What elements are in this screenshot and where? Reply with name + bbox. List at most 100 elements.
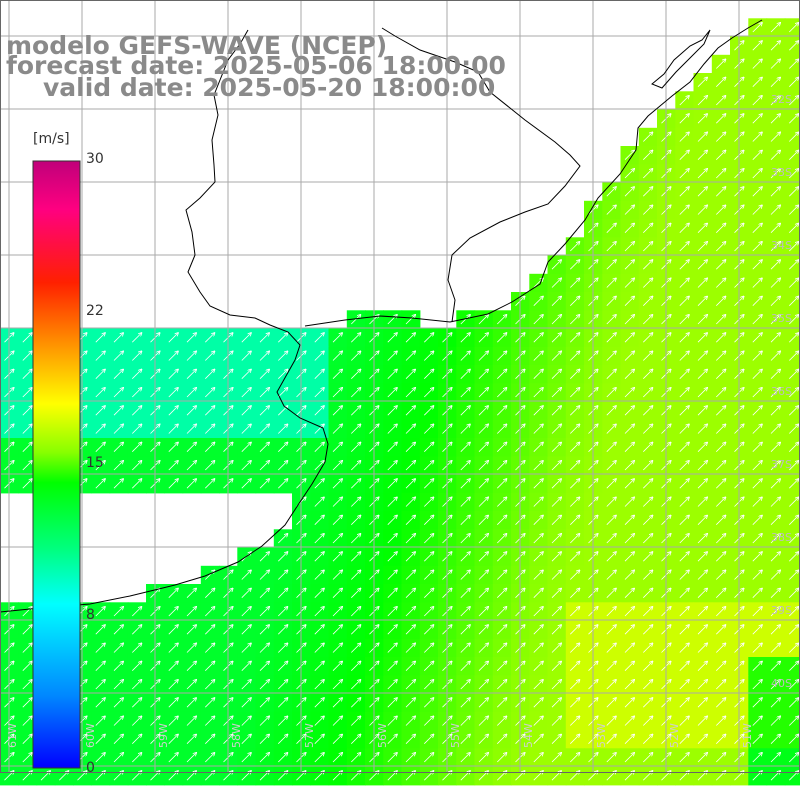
wind-speed-cell [784, 292, 800, 311]
wind-speed-cell [620, 219, 640, 238]
wind-speed-cell [164, 748, 184, 768]
wind-speed-cell [164, 638, 184, 658]
wind-speed-cell [711, 565, 731, 585]
wind-speed-cell [255, 346, 275, 366]
wind-arrow [387, 534, 397, 544]
wind-speed-cell [310, 419, 330, 439]
wind-arrow [697, 278, 707, 288]
wind-arrow [533, 351, 543, 361]
wind-speed-cell [419, 511, 439, 530]
wind-arrow [95, 443, 105, 452]
wind-arrow [460, 534, 470, 544]
wind-arrow [716, 406, 725, 416]
wind-speed-cell [200, 474, 220, 494]
wind-arrow [132, 479, 141, 489]
wind-speed-cell [784, 584, 800, 603]
wind-speed-cell [474, 419, 494, 439]
wind-speed-cell [401, 547, 421, 567]
wind-arrow [351, 443, 360, 452]
wind-arrow [186, 461, 196, 471]
wind-arrow [789, 59, 798, 69]
wind-speed-cell [766, 219, 786, 238]
wind-speed-cell [474, 565, 494, 585]
wind-speed-cell [675, 182, 695, 202]
wind-speed-cell [529, 529, 549, 549]
wind-arrow [424, 516, 433, 525]
wind-speed-cell [474, 328, 494, 348]
wind-arrow [405, 406, 415, 416]
wind-speed-cell [711, 766, 731, 786]
wind-speed-cell [748, 273, 768, 293]
wind-speed-cell [401, 328, 421, 348]
wind-arrow [752, 497, 762, 507]
wind-arrow [22, 443, 32, 452]
wind-arrow [405, 351, 415, 361]
wind-arrow [643, 443, 652, 452]
wind-speed-cell [200, 584, 220, 603]
wind-speed-cell [675, 584, 695, 603]
wind-arrow [478, 479, 488, 489]
wind-speed-cell [328, 565, 348, 585]
wind-speed-cell [164, 657, 184, 676]
wind-speed-cell [91, 657, 111, 676]
wind-speed-cell [273, 584, 293, 603]
wind-speed-cell [784, 565, 800, 585]
wind-speed-cell [766, 109, 786, 129]
wind-speed-cell [182, 620, 202, 640]
wind-arrow [624, 315, 634, 325]
wind-arrow [770, 260, 780, 270]
wind-arrow [478, 443, 488, 452]
wind-speed-cell [109, 456, 129, 476]
wind-speed-cell [693, 365, 713, 384]
wind-arrow [789, 78, 798, 87]
wind-speed-cell [784, 766, 800, 786]
wind-speed-cell [474, 675, 494, 695]
colorbar-tick: 30 [86, 151, 104, 167]
wind-speed-cell [638, 146, 658, 165]
wind-arrow [278, 479, 287, 489]
wind-arrow [643, 570, 652, 580]
wind-speed-cell [456, 401, 476, 421]
wind-speed-cell [602, 328, 622, 348]
wind-arrow [497, 552, 506, 562]
wind-arrow [533, 424, 543, 434]
wind-speed-cell [255, 766, 275, 786]
wind-arrow [168, 589, 178, 598]
wind-speed-cell [529, 565, 549, 585]
wind-speed-cell [693, 109, 713, 129]
wind-speed-cell [766, 255, 786, 275]
wind-speed-cell [474, 401, 494, 421]
wind-speed-cell [711, 127, 731, 147]
wind-speed-cell [383, 565, 403, 585]
wind-arrow [716, 315, 725, 325]
wind-speed-cell [748, 529, 768, 549]
wind-speed-cell [784, 365, 800, 384]
wind-speed-cell [237, 638, 257, 658]
wind-speed-cell [565, 292, 585, 311]
wind-speed-cell [784, 200, 800, 220]
wind-speed-cell [401, 584, 421, 603]
wind-arrow [716, 242, 725, 252]
wind-speed-cell [784, 401, 800, 421]
wind-arrow [387, 479, 397, 489]
wind-speed-cell [346, 565, 366, 585]
wind-speed-cell [237, 766, 257, 786]
wind-arrow [643, 552, 652, 562]
wind-arrow [95, 333, 105, 343]
wind-speed-cell [711, 511, 731, 530]
lon-label: 56W [376, 723, 389, 748]
wind-arrow [478, 406, 488, 416]
wind-arrow [770, 516, 780, 525]
wind-arrow [205, 589, 214, 598]
wind-arrow [624, 406, 634, 416]
wind-arrow [624, 351, 634, 361]
wind-speed-cell [255, 711, 275, 731]
wind-arrow [387, 443, 397, 452]
wind-speed-cell [711, 529, 731, 549]
wind-speed-cell [638, 529, 658, 549]
wind-speed-cell [748, 292, 768, 311]
wind-speed-cell [401, 766, 421, 786]
wind-speed-cell [127, 693, 147, 713]
wind-speed-cell [310, 328, 330, 348]
wind-arrow [770, 570, 780, 580]
